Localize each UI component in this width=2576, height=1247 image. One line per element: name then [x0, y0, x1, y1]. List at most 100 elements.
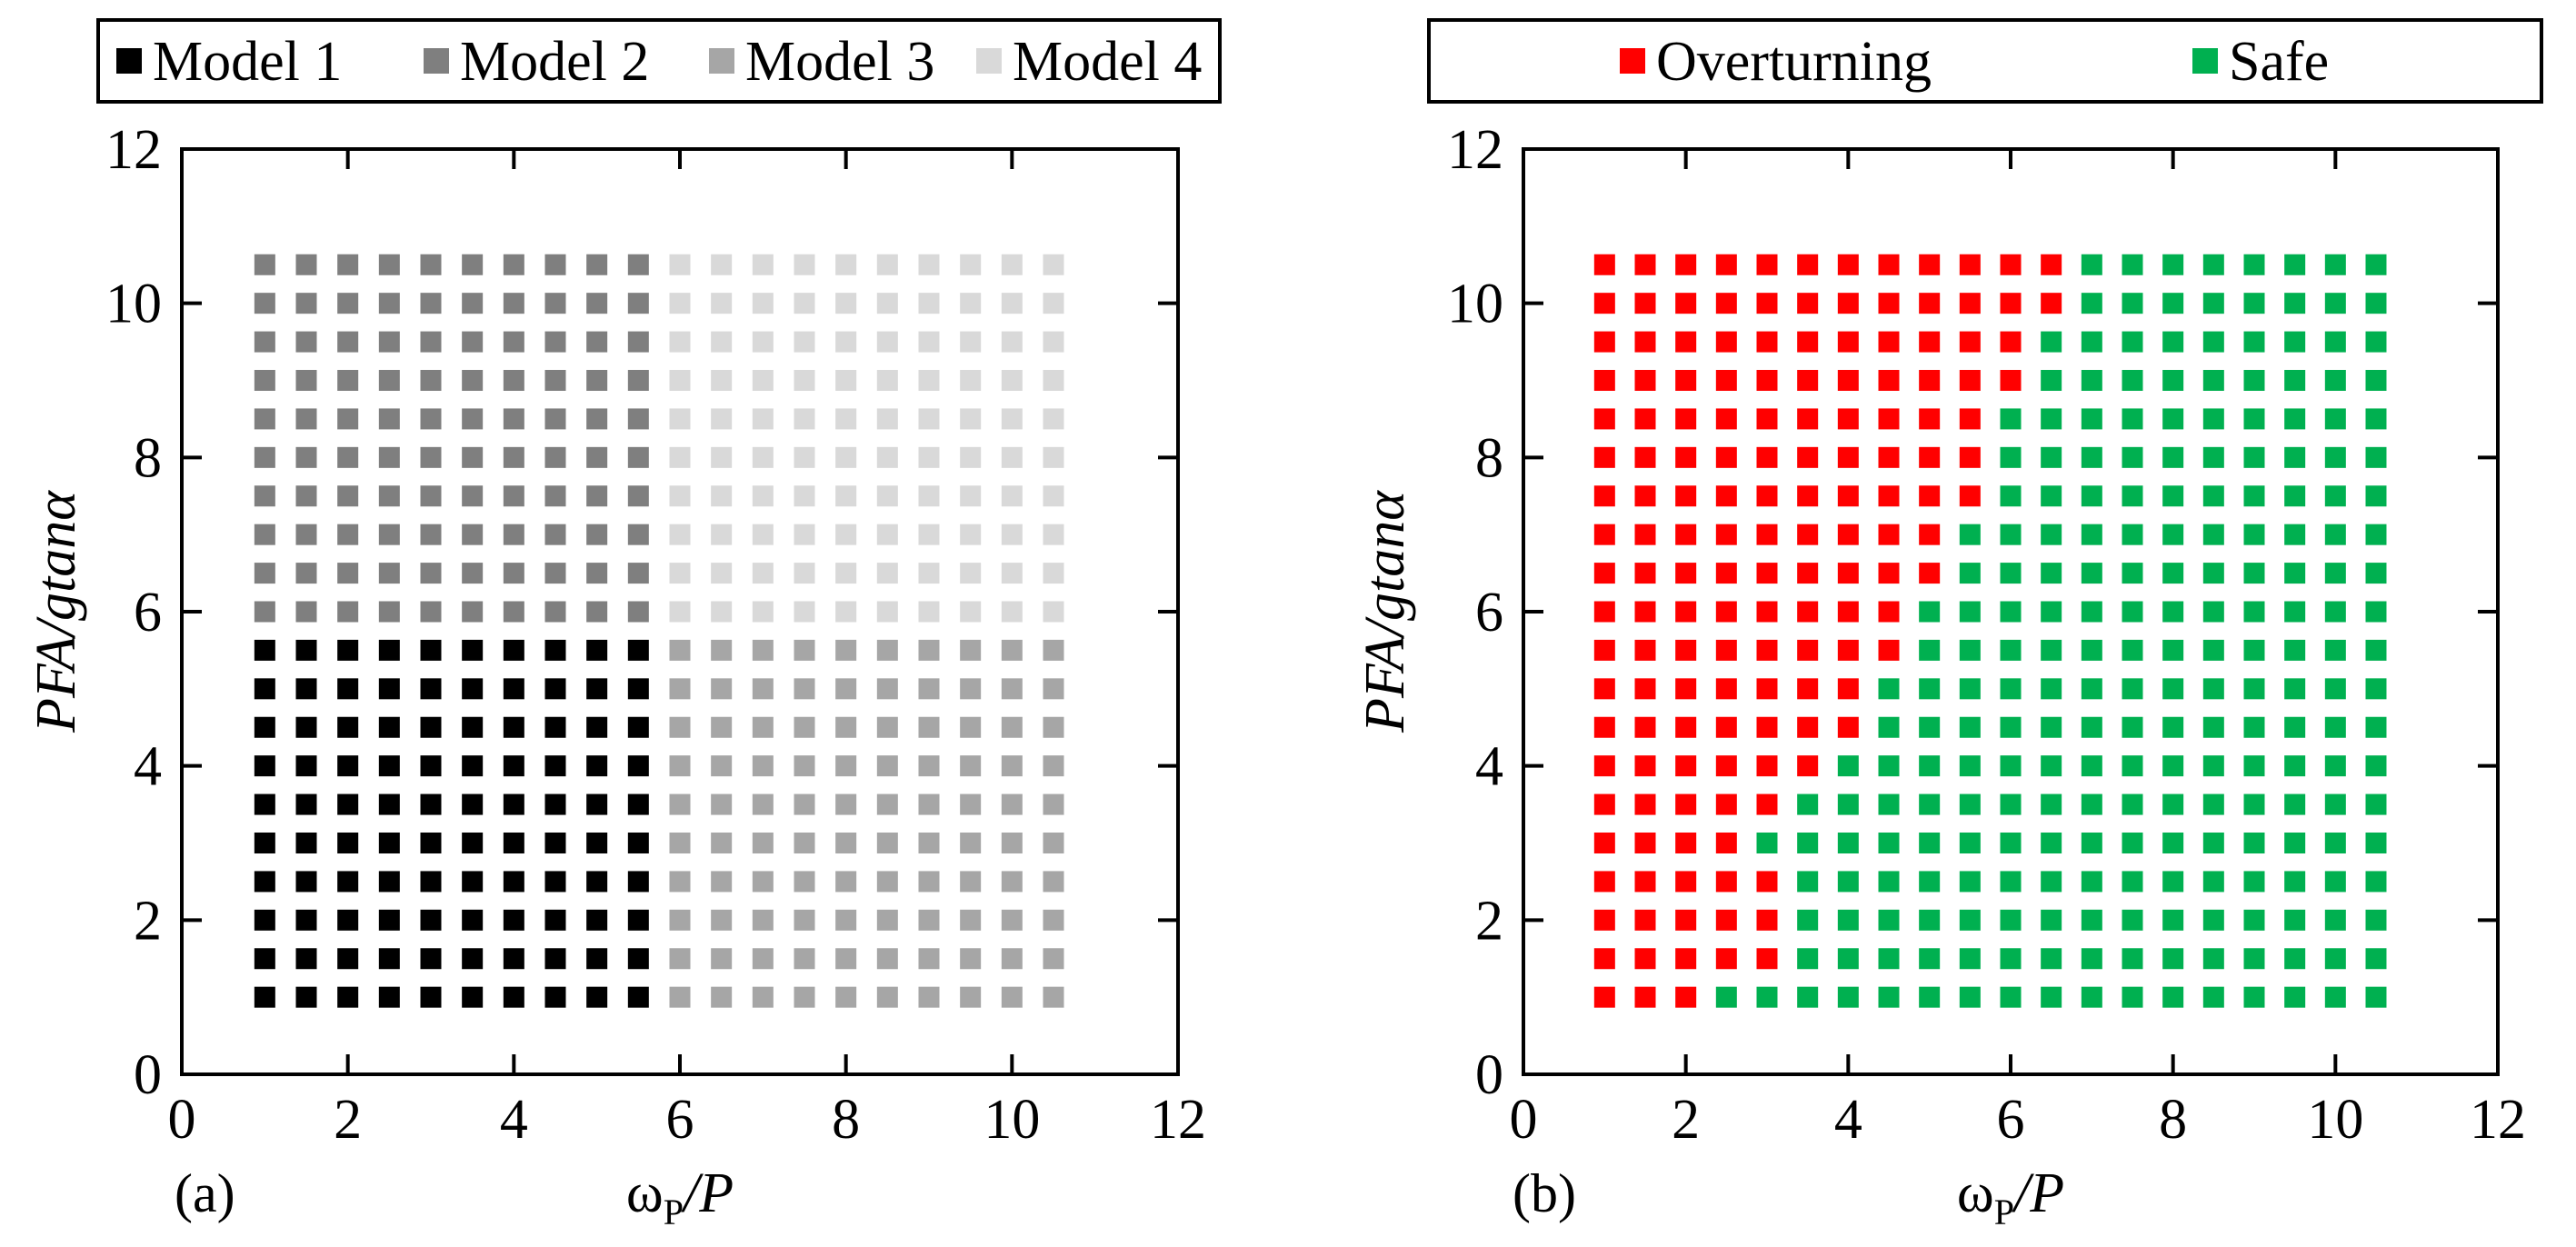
marker-model-4 — [1001, 524, 1023, 545]
marker-safe — [2041, 639, 2062, 661]
marker-overturning — [1634, 524, 1656, 545]
marker-safe — [2365, 871, 2387, 893]
marker-safe — [2000, 408, 2022, 430]
marker-model-4 — [960, 524, 982, 545]
marker-model-4 — [835, 446, 857, 468]
marker-model-2 — [462, 563, 484, 584]
marker-model-3 — [876, 909, 898, 931]
marker-safe — [2122, 871, 2143, 893]
marker-overturning — [1959, 254, 1981, 275]
x-tick-label: 6 — [1997, 1089, 2025, 1151]
marker-model-3 — [918, 755, 940, 777]
marker-model-3 — [669, 716, 691, 738]
marker-safe — [2122, 331, 2143, 353]
marker-overturning — [1593, 601, 1615, 623]
marker-model-4 — [752, 446, 774, 468]
y-tick-label: 12 — [105, 119, 162, 181]
marker-model-4 — [669, 601, 691, 623]
marker-model-1 — [544, 678, 566, 700]
marker-model-2 — [254, 524, 275, 545]
marker-model-1 — [462, 909, 484, 931]
marker-model-2 — [420, 408, 442, 430]
marker-model-1 — [462, 755, 484, 777]
marker-safe — [1878, 986, 1900, 1008]
marker-model-3 — [711, 986, 733, 1008]
marker-safe — [2162, 254, 2184, 275]
marker-model-4 — [1043, 254, 1064, 275]
marker-safe — [1919, 716, 1941, 738]
marker-model-4 — [752, 563, 774, 584]
marker-model-1 — [295, 833, 317, 853]
marker-safe — [2081, 524, 2102, 545]
marker-overturning — [1797, 601, 1819, 623]
marker-overturning — [2000, 293, 2022, 314]
legend-label-model-1: Model 1 — [153, 31, 342, 93]
marker-safe — [2041, 601, 2062, 623]
marker-model-2 — [544, 524, 566, 545]
marker-model-4 — [876, 331, 898, 353]
marker-overturning — [1715, 524, 1737, 545]
marker-model-4 — [794, 524, 815, 545]
marker-safe — [2162, 948, 2184, 970]
marker-overturning — [1634, 446, 1656, 468]
marker-overturning — [1634, 716, 1656, 738]
marker-model-4 — [752, 370, 774, 391]
marker-model-2 — [627, 563, 649, 584]
marker-overturning — [1593, 485, 1615, 507]
marker-model-4 — [960, 370, 982, 391]
legend-swatch-model-4 — [976, 48, 1002, 74]
marker-model-4 — [669, 485, 691, 507]
marker-safe — [2243, 254, 2265, 275]
legend-swatch-safe — [2192, 48, 2218, 74]
marker-model-4 — [1043, 446, 1064, 468]
marker-safe — [2365, 254, 2387, 275]
marker-safe — [2000, 871, 2022, 893]
marker-model-1 — [337, 639, 359, 661]
marker-overturning — [1634, 833, 1656, 853]
marker-model-4 — [711, 563, 733, 584]
marker-overturning — [1593, 793, 1615, 815]
marker-model-1 — [627, 639, 649, 661]
marker-overturning — [1837, 293, 1859, 314]
marker-safe — [2000, 909, 2022, 931]
marker-model-1 — [295, 986, 317, 1008]
marker-safe — [2324, 639, 2346, 661]
marker-model-3 — [918, 986, 940, 1008]
marker-safe — [2122, 948, 2143, 970]
marker-model-2 — [462, 524, 484, 545]
marker-safe — [2365, 986, 2387, 1008]
marker-safe — [2000, 716, 2022, 738]
marker-overturning — [1675, 639, 1697, 661]
markers — [1593, 254, 2387, 1008]
panel-label: (b) — [1513, 1163, 1576, 1223]
marker-overturning — [1797, 678, 1819, 700]
marker-safe — [2081, 563, 2102, 584]
marker-model-4 — [1001, 446, 1023, 468]
marker-model-1 — [462, 871, 484, 893]
marker-overturning — [1715, 678, 1737, 700]
marker-model-3 — [876, 948, 898, 970]
marker-model-1 — [254, 716, 275, 738]
marker-safe — [2202, 408, 2224, 430]
marker-safe — [2284, 331, 2306, 353]
marker-model-3 — [1001, 909, 1023, 931]
marker-safe — [1837, 833, 1859, 853]
marker-model-2 — [378, 370, 400, 391]
marker-model-4 — [918, 408, 940, 430]
marker-model-3 — [711, 793, 733, 815]
marker-model-1 — [378, 871, 400, 893]
marker-model-4 — [669, 446, 691, 468]
marker-overturning — [1715, 408, 1737, 430]
marker-model-1 — [586, 948, 608, 970]
marker-overturning — [1878, 563, 1900, 584]
legend-swatch-overturning — [1620, 48, 1645, 74]
marker-overturning — [1715, 485, 1737, 507]
marker-safe — [2000, 563, 2022, 584]
marker-safe — [2284, 485, 2306, 507]
marker-model-3 — [1001, 716, 1023, 738]
marker-model-1 — [254, 871, 275, 893]
marker-model-3 — [711, 755, 733, 777]
marker-model-3 — [752, 909, 774, 931]
y-tick-label: 0 — [1475, 1044, 1503, 1106]
marker-model-1 — [378, 639, 400, 661]
